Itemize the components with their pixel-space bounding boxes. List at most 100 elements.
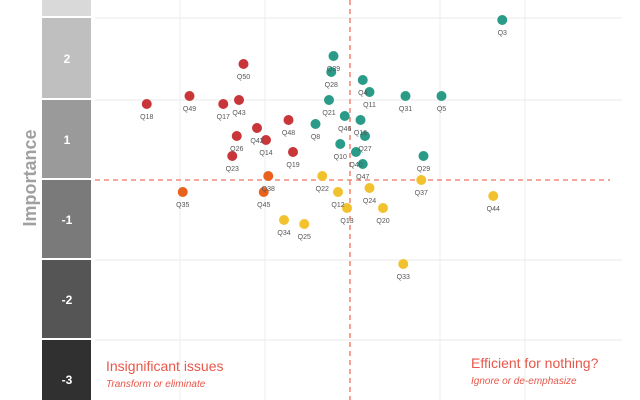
point-label: Q16: [354, 130, 367, 137]
point-q45: [258, 187, 269, 197]
point-q18: [141, 99, 152, 109]
point-label: Q42: [250, 138, 263, 145]
point-q46: [339, 111, 350, 121]
point-q23: [227, 151, 238, 161]
point-label: Q31: [399, 106, 412, 113]
point-q44: [488, 191, 499, 201]
point-label: Q50: [237, 74, 250, 81]
point-q50: [238, 59, 249, 69]
point-q19: [288, 147, 298, 157]
importance-bands: 2 1 -1 -2 -3: [42, 0, 91, 400]
importance-band: [42, 180, 91, 258]
data-points: [141, 15, 508, 269]
band-label: -3: [62, 373, 73, 387]
point-q28: [326, 67, 337, 77]
point-q24: [364, 183, 375, 193]
y-axis-title: Importance: [20, 129, 40, 226]
point-label: Q24: [363, 198, 376, 205]
point-label: Q35: [176, 202, 189, 209]
point-label: Q14: [259, 150, 272, 157]
point-label: Q17: [217, 114, 230, 121]
point-q29: [418, 151, 429, 161]
point-label: Q37: [415, 190, 428, 197]
point-label: Q18: [140, 114, 153, 121]
point-label: Q11: [363, 102, 376, 109]
point-q40: [351, 147, 361, 157]
point-q43: [234, 95, 244, 105]
point-q16: [355, 115, 366, 125]
point-q3: [497, 15, 508, 25]
point-q47: [357, 159, 368, 169]
point-label: Q19: [286, 162, 299, 169]
point-q49: [184, 91, 195, 101]
band-label: -2: [62, 293, 73, 307]
importance-band: [42, 18, 91, 98]
point-label: Q34: [277, 230, 290, 237]
point-label: Q40: [349, 162, 362, 169]
point-label: Q13: [340, 218, 353, 225]
importance-band: [42, 0, 91, 16]
point-label: Q5: [437, 106, 446, 113]
importance-band: [42, 100, 91, 178]
point-label: Q10: [334, 154, 347, 161]
point-q8: [310, 119, 321, 129]
band-label: 2: [64, 52, 71, 66]
band-label: -1: [62, 213, 73, 227]
quadrant-dividers: [95, 0, 610, 400]
point-q22: [317, 171, 328, 181]
point-label: Q44: [487, 206, 500, 213]
point-q31: [400, 91, 411, 101]
point-label: Q29: [417, 166, 430, 173]
quadrant-bottom-right-title: Efficient for nothing?: [471, 355, 599, 371]
point-label: Q3: [498, 30, 507, 37]
point-label: Q45: [257, 202, 270, 209]
point-q20: [378, 203, 388, 213]
quadrant-bottom-left-title: Insignificant issues: [106, 358, 224, 374]
quadrant-bottom-right-subtitle: Ignore or de-emphasize: [471, 376, 577, 387]
point-q26: [231, 131, 242, 141]
point-label: Q28: [325, 82, 338, 89]
point-label: Q4: [358, 90, 367, 97]
point-label: Q25: [298, 234, 311, 241]
point-q39: [328, 51, 339, 61]
point-label: Q12: [331, 202, 344, 209]
point-q34: [279, 215, 289, 225]
point-label: Q43: [232, 110, 245, 117]
point-label: Q22: [316, 186, 329, 193]
point-label: Q48: [282, 130, 295, 137]
gridlines: [95, 0, 622, 400]
point-q11: [364, 87, 375, 97]
point-q13: [342, 203, 352, 213]
point-q21: [324, 95, 334, 105]
point-q17: [218, 99, 229, 109]
point-q38: [263, 171, 274, 181]
point-label: Q46: [338, 126, 351, 133]
point-q4: [357, 75, 368, 85]
point-label: Q39: [327, 66, 340, 73]
importance-band: [42, 260, 91, 338]
point-q35: [177, 187, 188, 197]
point-q42: [252, 123, 262, 133]
point-label: Q27: [358, 146, 371, 153]
point-q10: [335, 139, 346, 149]
point-label: Q47: [356, 174, 369, 181]
point-q14: [261, 135, 271, 145]
point-q25: [299, 219, 310, 229]
point-q33: [398, 259, 409, 269]
point-label: Q20: [376, 218, 389, 225]
point-q37: [416, 175, 427, 185]
point-label: Q8: [311, 134, 320, 141]
quadrant-bottom-left-subtitle: Transform or eliminate: [106, 379, 206, 390]
point-q12: [333, 187, 343, 197]
point-label: Q26: [230, 146, 243, 153]
point-q48: [283, 115, 294, 125]
point-label: Q38: [262, 186, 275, 193]
point-q27: [360, 131, 370, 141]
band-label: 1: [64, 133, 71, 147]
point-label: Q21: [322, 110, 335, 117]
point-label: Q23: [226, 166, 239, 173]
point-q5: [436, 91, 447, 101]
point-label: Q49: [183, 106, 196, 113]
